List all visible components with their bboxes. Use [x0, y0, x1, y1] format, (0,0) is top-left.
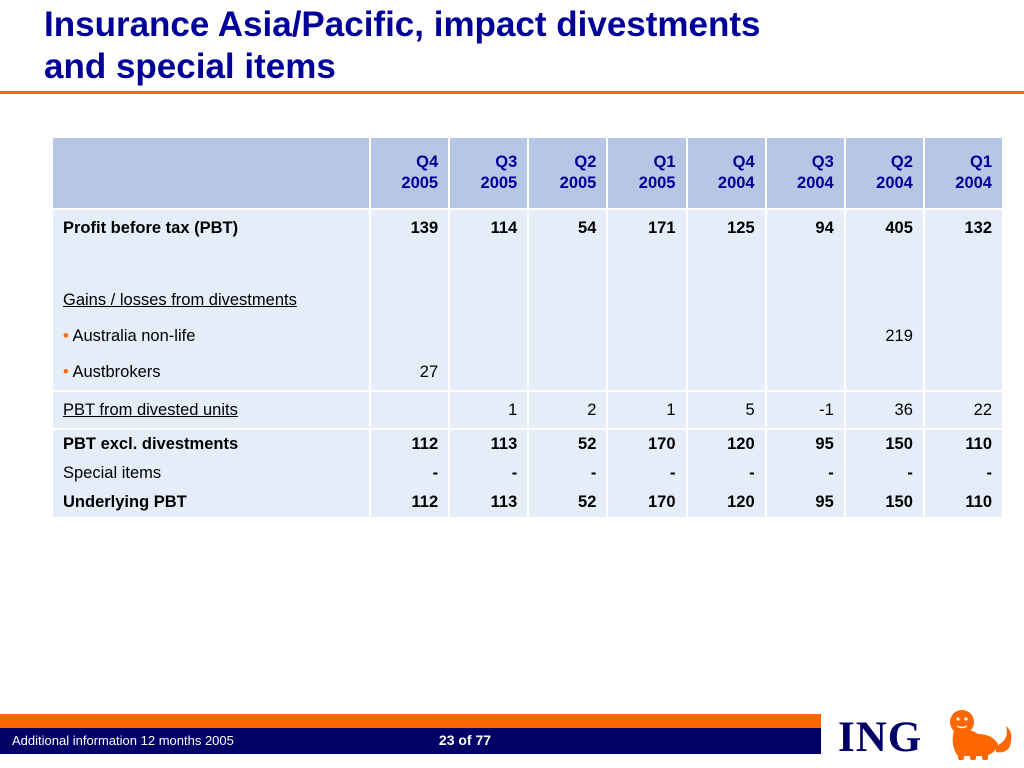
results-table: Q4 2005 Q3 2005 Q2 2005 Q1 2005 Q4 2004 Q3 200…: [51, 136, 1005, 519]
pbt-label: Profit before tax (PBT): [63, 219, 239, 237]
col-header: Q2 2004: [843, 136, 925, 210]
value-cell: 132: [922, 208, 1005, 392]
footer-orange-band: [0, 714, 821, 728]
value-cell: 95-95: [764, 428, 846, 519]
footer-caption: Additional information 12 months 2005: [12, 733, 234, 748]
special-label: Special items: [63, 464, 162, 482]
austbrokers-label: • Austbrokers: [63, 363, 161, 381]
col-header: Q3 2004: [764, 136, 846, 210]
section-pbt-divestments: Profit before tax (PBT) Gains / losses f…: [51, 208, 1005, 392]
col-header: Q1 2005: [606, 136, 688, 210]
col-header: Q3 2005: [448, 136, 530, 210]
page-number: 23 of 77: [438, 732, 492, 748]
value-cell: 139 27: [368, 208, 451, 392]
value-cell: 36: [843, 390, 925, 430]
value-cell: 54: [527, 208, 609, 392]
value-cell: 2: [527, 390, 609, 430]
value-cell: 125: [685, 208, 767, 392]
value-cell: 110-110: [922, 428, 1005, 519]
value-cell: 171: [606, 208, 688, 392]
header-row: Q4 2005 Q3 2005 Q2 2005 Q1 2005 Q4 2004 Q3 200…: [51, 136, 1005, 210]
australia-label: • Australia non-life: [63, 327, 196, 345]
value-cell: 120-120: [685, 428, 767, 519]
slide-title-line-1: Insurance Asia/Pacific, impact divestmen…: [44, 5, 761, 44]
title-divider: [0, 91, 1024, 94]
col-header: Q4 2004: [685, 136, 767, 210]
section-divested-units: PBT from divested units 1 2 1 5 -1 36 22: [51, 390, 1005, 430]
header-corner-cell: [51, 136, 371, 210]
value-cell: [368, 390, 451, 430]
value-cell: 113-113: [448, 428, 530, 519]
value-cell: 1: [606, 390, 688, 430]
col-header: Q1 2004: [922, 136, 1005, 210]
value-cell: 1: [448, 390, 530, 430]
value-cell: 112-112: [368, 428, 451, 519]
gains-label: Gains / losses from divestments: [63, 291, 297, 309]
slide-title: Insurance Asia/Pacific, impact divestmen…: [44, 4, 1014, 88]
value-cell: 22: [922, 390, 1005, 430]
label-cell: PBT from divested units: [51, 390, 371, 430]
label-cell: PBT excl. divestments Special items Unde…: [51, 428, 371, 519]
col-header: Q2 2005: [527, 136, 609, 210]
bullet-icon: •: [63, 363, 69, 381]
value-cell: 170-170: [606, 428, 688, 519]
col-header: Q4 2005: [368, 136, 451, 210]
footer-blue-band: [0, 728, 821, 754]
value-cell: 405 219: [843, 208, 925, 392]
slide-title-line-2: and special items: [44, 47, 336, 86]
value-cell: 5: [685, 390, 767, 430]
value-cell: 94: [764, 208, 846, 392]
ing-lion-icon: [950, 710, 1012, 760]
section-underlying: PBT excl. divestments Special items Unde…: [51, 428, 1005, 519]
divested-label: PBT from divested units: [63, 401, 238, 419]
value-cell: -1: [764, 390, 846, 430]
ing-logo: ING: [832, 706, 1018, 762]
underlying-label: Underlying PBT: [63, 493, 187, 511]
excl-label: PBT excl. divestments: [63, 435, 239, 453]
value-cell: 52-52: [527, 428, 609, 519]
label-cell: Profit before tax (PBT) Gains / losses f…: [51, 208, 371, 392]
value-cell: 150-150: [843, 428, 925, 519]
bullet-icon: •: [63, 327, 69, 345]
logo-wordmark: ING: [838, 714, 923, 761]
value-cell: 114: [448, 208, 530, 392]
